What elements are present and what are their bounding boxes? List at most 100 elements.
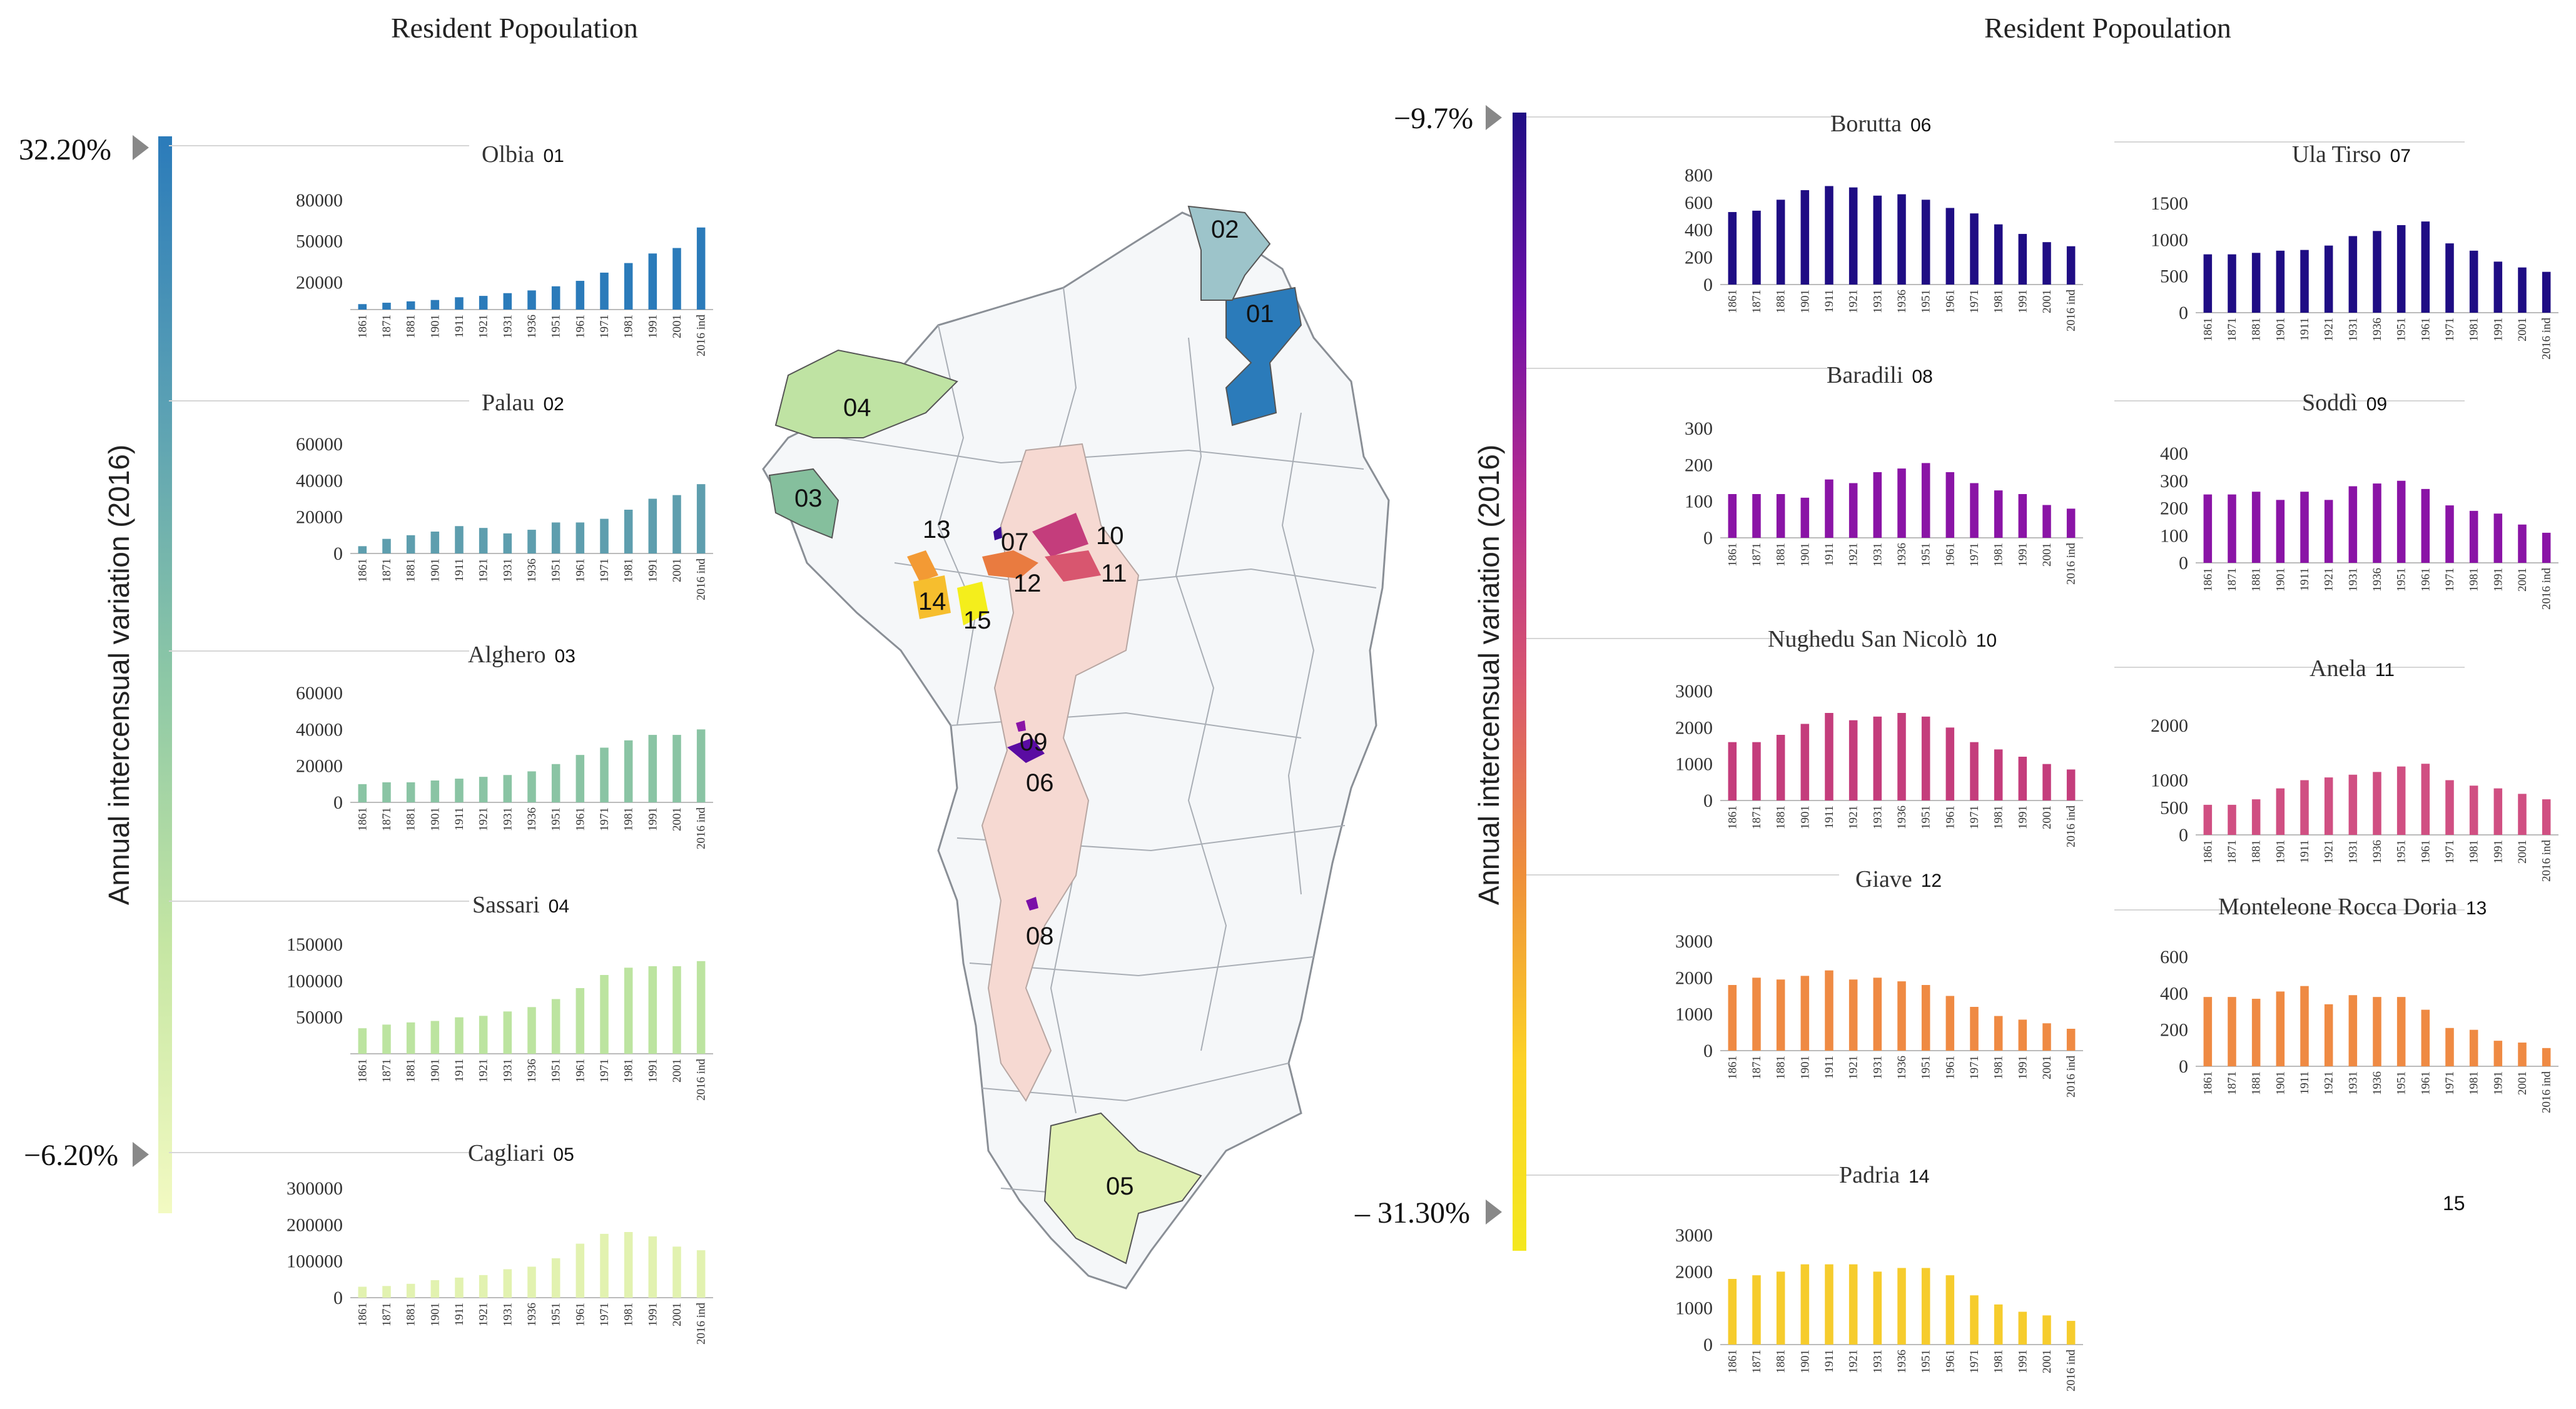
map-label-02: 02 bbox=[1211, 216, 1239, 243]
bar bbox=[527, 771, 536, 802]
y-tick-label: 100 bbox=[2160, 525, 2188, 546]
bar bbox=[1776, 199, 1785, 285]
bar bbox=[2421, 221, 2430, 313]
bar bbox=[479, 296, 488, 310]
x-tick-label: 1861 bbox=[356, 807, 369, 831]
bar bbox=[527, 530, 536, 553]
bar bbox=[1897, 194, 1906, 285]
chart-title-monteleone-rocca-doria: Monteleone Rocca Doria 13 bbox=[2218, 894, 2487, 920]
bar bbox=[1897, 1268, 1906, 1345]
chart-title-ula-tirso: Ula Tirso 07 bbox=[2292, 141, 2411, 168]
x-tick-label: 1951 bbox=[550, 807, 563, 831]
y-tick-label: 200 bbox=[1685, 455, 1713, 475]
bar bbox=[648, 498, 657, 553]
divider bbox=[169, 400, 469, 401]
x-tick-label: 1981 bbox=[1992, 1350, 2006, 1373]
bar bbox=[672, 248, 681, 310]
bar bbox=[2066, 769, 2076, 800]
x-tick-label: 1991 bbox=[646, 1303, 659, 1326]
map-region-13 bbox=[907, 550, 938, 582]
bar bbox=[551, 522, 560, 553]
chart-ula-tirso: 0 500 1000 1500 1861 1871 1881 1901 1911 1921 1931… bbox=[2151, 193, 2558, 360]
x-tick-label: 1991 bbox=[2016, 806, 2029, 829]
bar bbox=[696, 484, 706, 553]
bar bbox=[2228, 997, 2236, 1066]
y-tick-label: 200 bbox=[2160, 498, 2188, 519]
bar bbox=[1728, 1279, 1737, 1345]
bar bbox=[696, 961, 706, 1054]
left-scale-title: Annual intercensual variation (2016) bbox=[103, 444, 135, 906]
right-scale-title: Annual intercensual variation (2016) bbox=[1473, 444, 1505, 906]
divider bbox=[2114, 667, 2465, 668]
bar bbox=[430, 300, 440, 310]
bar bbox=[648, 253, 657, 310]
divider bbox=[1526, 874, 1839, 876]
x-tick-label: 1921 bbox=[2323, 318, 2336, 341]
map-region-04 bbox=[774, 349, 958, 438]
x-tick-label: 1951 bbox=[1920, 290, 1933, 313]
x-tick-label: 1961 bbox=[574, 315, 587, 338]
right-scale-min-arrow bbox=[1486, 1199, 1502, 1225]
x-tick-label: 1901 bbox=[2274, 318, 2287, 341]
x-tick-label: 1871 bbox=[2226, 318, 2239, 341]
x-tick-label: 1931 bbox=[1871, 290, 1884, 313]
x-tick-label: 1961 bbox=[574, 558, 587, 582]
y-tick-label: 50000 bbox=[296, 231, 343, 252]
x-tick-label: 1861 bbox=[1726, 806, 1739, 829]
chart-title-padria: Padria 14 bbox=[1839, 1162, 1930, 1188]
bar bbox=[2203, 494, 2213, 563]
x-tick-label: 1911 bbox=[453, 807, 466, 831]
bar bbox=[1945, 727, 1955, 800]
bar bbox=[358, 1028, 367, 1054]
map-label-03: 03 bbox=[794, 485, 823, 512]
bar bbox=[1994, 1016, 2003, 1051]
bar bbox=[382, 1286, 391, 1298]
bar bbox=[2042, 1023, 2051, 1051]
chart-title-borutta: Borutta 06 bbox=[1830, 111, 1932, 137]
divider bbox=[1526, 116, 1839, 118]
map-label-01: 01 bbox=[1246, 300, 1274, 328]
bar bbox=[576, 522, 585, 553]
x-tick-label: 1901 bbox=[1798, 290, 1812, 313]
left-scale-max-arrow bbox=[133, 135, 149, 160]
bar bbox=[2493, 513, 2503, 563]
chart-giave: 0 1000 2000 3000 1861 1871 1881 1901 1911 1921 193… bbox=[1675, 931, 2083, 1098]
bar bbox=[1752, 210, 1761, 285]
map-region-01 bbox=[1225, 286, 1302, 427]
bar bbox=[2018, 494, 2027, 538]
y-tick-label: 3000 bbox=[1675, 931, 1713, 952]
x-tick-label: 2016 ind bbox=[2540, 840, 2553, 882]
y-tick-label: 400 bbox=[2160, 443, 2188, 464]
y-tick-label: 400 bbox=[2160, 983, 2188, 1004]
bar bbox=[648, 735, 657, 802]
bar bbox=[479, 777, 488, 802]
y-tick-label: 200000 bbox=[287, 1215, 343, 1235]
y-tick-label: 60000 bbox=[296, 434, 343, 455]
bar bbox=[2542, 271, 2551, 313]
x-tick-label: 1981 bbox=[622, 558, 636, 582]
bar bbox=[624, 740, 633, 802]
y-tick-label: 0 bbox=[2179, 1056, 2188, 1077]
x-tick-label: 1931 bbox=[1871, 543, 1884, 567]
bar bbox=[2493, 1041, 2503, 1066]
x-tick-label: 1901 bbox=[428, 315, 442, 338]
y-tick-label: 20000 bbox=[296, 756, 343, 777]
map-code-15-label: 15 bbox=[2443, 1192, 2465, 1215]
x-tick-label: 1971 bbox=[1968, 543, 1981, 567]
bar bbox=[2018, 757, 2027, 800]
bar bbox=[648, 1236, 657, 1298]
x-tick-label: 1971 bbox=[598, 558, 611, 582]
x-tick-label: 1951 bbox=[1920, 1350, 1933, 1373]
bar bbox=[551, 1258, 560, 1298]
x-tick-label: 1871 bbox=[1750, 1056, 1763, 1079]
bar bbox=[2421, 764, 2430, 835]
x-tick-label: 1901 bbox=[428, 1303, 442, 1326]
left-heading: Resident Popoulation bbox=[391, 12, 638, 44]
bar bbox=[1752, 494, 1761, 538]
bar bbox=[696, 729, 706, 802]
map-region-09 bbox=[1016, 720, 1026, 732]
bar bbox=[1848, 1264, 1858, 1345]
bar bbox=[1945, 208, 1955, 285]
y-tick-label: 2000 bbox=[2151, 715, 2188, 736]
bar bbox=[2042, 505, 2051, 538]
